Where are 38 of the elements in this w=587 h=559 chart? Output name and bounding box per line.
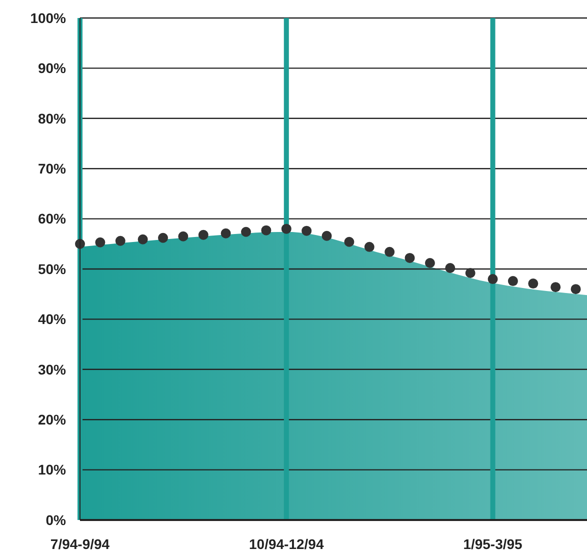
point (508, 276, 518, 286)
point (261, 225, 272, 236)
point (384, 246, 395, 257)
point (281, 224, 292, 234)
y-tick-label: 100% (30, 10, 67, 26)
point (344, 236, 354, 247)
point (138, 234, 148, 244)
y-tick-label: 30% (38, 361, 67, 378)
y-tick-label: 10% (38, 462, 67, 478)
point (404, 252, 415, 263)
y-tick-label: 80% (38, 110, 67, 126)
point (220, 228, 231, 238)
y-tick-label: 0% (46, 512, 67, 528)
x-tick-label: 10/94-12/94 (249, 536, 324, 552)
point (322, 230, 332, 241)
y-tick-label: 40% (38, 311, 67, 328)
point (445, 262, 456, 273)
y-tick-label: 50% (38, 260, 67, 277)
y-tick-label: 90% (38, 60, 67, 76)
y-tick-label: 60% (38, 210, 67, 227)
point (528, 278, 538, 289)
point (178, 231, 188, 242)
y-tick-label: 20% (38, 412, 67, 428)
point (95, 237, 106, 248)
x-tick-label: 7/94-9/94 (50, 536, 110, 552)
point (158, 232, 168, 243)
x-tick-label: 1/95-3/95 (463, 536, 523, 552)
point (198, 230, 208, 240)
point (465, 268, 476, 278)
point (550, 282, 561, 292)
point (570, 284, 581, 294)
point (241, 226, 252, 237)
y-tick-label: 70% (38, 160, 67, 176)
point (115, 236, 126, 246)
point (424, 258, 435, 268)
point (488, 274, 498, 284)
point (302, 226, 312, 236)
point (364, 242, 374, 252)
